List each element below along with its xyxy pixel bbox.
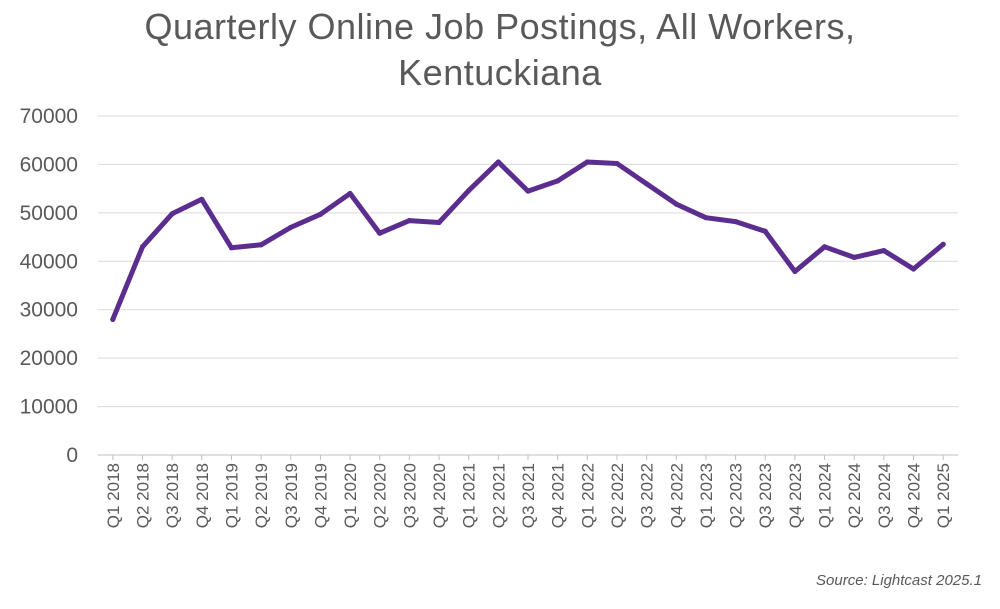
data-point: [406, 218, 412, 224]
y-tick-label: 50000: [20, 202, 78, 225]
data-point: [288, 224, 294, 230]
x-tick-label: Q4 2019: [311, 463, 330, 528]
data-point: [732, 218, 739, 225]
chart-title-line-2: Kentuckiana: [398, 52, 602, 93]
data-point: [377, 230, 383, 236]
x-tick-label: Q2 2023: [727, 463, 746, 528]
x-tick-label: Q3 2019: [282, 463, 301, 528]
x-tick-label: Q3 2022: [638, 463, 657, 528]
x-tick-label: Q3 2023: [756, 463, 775, 528]
x-tick-label: Q1 2025: [934, 463, 953, 528]
data-point: [169, 211, 175, 217]
data-point: [584, 159, 590, 165]
x-tick-label: Q2 2020: [371, 463, 390, 528]
x-tick-label: Q1 2022: [578, 463, 597, 528]
data-point: [347, 190, 353, 197]
x-tick-label: Q2 2024: [845, 463, 864, 528]
x-tick-label: Q1 2020: [341, 463, 360, 528]
y-tick-label: 30000: [20, 299, 78, 322]
chart-title-line-1: Quarterly Online Job Postings, All Worke…: [144, 6, 856, 47]
data-point: [762, 228, 768, 234]
x-tick-label: Q4 2023: [786, 463, 805, 528]
x-tick-label: Q1 2021: [460, 463, 479, 528]
x-tick-label: Q2 2022: [608, 463, 627, 528]
x-tick-label: Q2 2018: [133, 463, 152, 528]
x-tick-label: Q3 2021: [519, 463, 538, 528]
x-tick-label: Q3 2018: [163, 463, 182, 528]
data-point: [703, 215, 709, 221]
data-point: [110, 316, 116, 322]
y-tick-label: 40000: [20, 250, 78, 273]
y-tick-label: 60000: [20, 153, 78, 176]
series-line: [110, 159, 946, 322]
x-tick-label: Q1 2024: [816, 463, 835, 528]
y-tick-label: 10000: [20, 396, 78, 419]
data-point: [821, 244, 828, 250]
x-tick-label: Q1 2023: [697, 463, 716, 528]
data-point: [466, 187, 472, 194]
x-tick-label: Q3 2020: [400, 463, 419, 528]
data-point: [555, 178, 561, 184]
y-tick-label: 20000: [20, 347, 78, 370]
data-point: [644, 181, 650, 187]
x-tick-label: Q1 2018: [104, 463, 123, 528]
y-tick-label: 0: [66, 444, 78, 467]
data-point: [317, 211, 324, 217]
data-point: [792, 268, 798, 275]
data-point: [910, 266, 917, 272]
x-tick-label: Q2 2019: [252, 463, 271, 528]
x-tick-label: Q4 2018: [193, 463, 212, 528]
x-tick-label: Q3 2024: [875, 463, 894, 528]
y-tick-label: 70000: [20, 105, 78, 128]
data-point: [199, 196, 205, 202]
data-point: [614, 160, 620, 167]
data-point: [258, 242, 264, 248]
x-tick-label: Q2 2021: [489, 463, 508, 528]
data-point: [525, 188, 531, 194]
x-tick-label: Q1 2019: [222, 463, 241, 528]
x-tick-label: Q4 2020: [430, 463, 449, 528]
data-point: [851, 254, 857, 261]
data-point: [495, 159, 501, 165]
data-point: [139, 244, 146, 250]
data-point: [436, 219, 442, 226]
data-point: [940, 241, 946, 247]
data-point: [673, 201, 679, 207]
data-point: [228, 245, 235, 251]
x-tick-label: Q4 2024: [905, 463, 924, 528]
data-point: [881, 248, 887, 254]
source-note: Source: Lightcast 2025.1: [816, 572, 982, 589]
x-tick-label: Q4 2021: [549, 463, 568, 528]
x-tick-label: Q4 2022: [667, 463, 686, 528]
